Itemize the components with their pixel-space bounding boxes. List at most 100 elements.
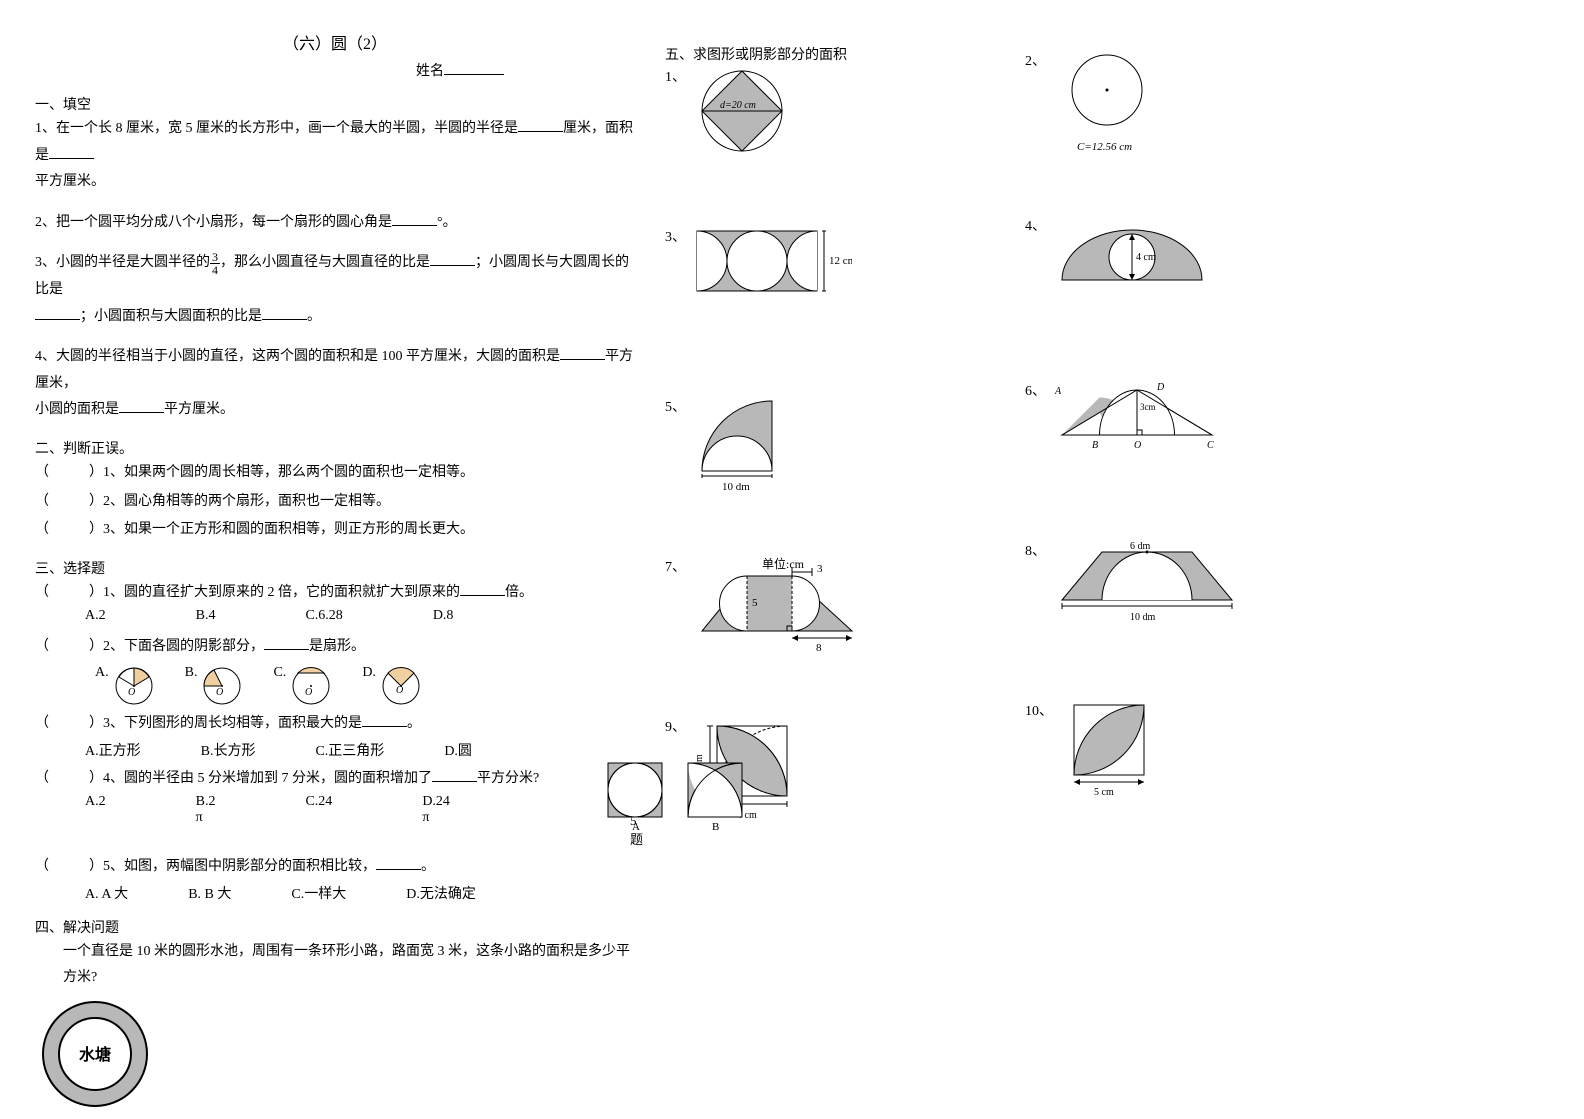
dim-label: 3 [817, 563, 823, 575]
name-label: 姓名 [416, 64, 444, 79]
fig-num: 4、 [1025, 215, 1046, 235]
fig-num: 10、 [1025, 700, 1053, 720]
blank[interactable] [460, 581, 505, 596]
fig-5-svg: 10 dm [692, 396, 822, 496]
s3-q5-a: ）5、如图，两幅图中阴影部分的面积相比较， [89, 859, 376, 874]
opt: A.2 [85, 794, 106, 848]
fig-4-svg: 4 cm [1052, 215, 1222, 295]
opt-label: B. [185, 665, 198, 681]
fig-6-svg: A D B O C 3cm [1052, 380, 1232, 460]
fig-2-svg: C=12.56 cm [1052, 50, 1172, 160]
dim-label: 12 cm [829, 255, 852, 267]
svg-text:O: O [128, 687, 135, 698]
s2-q2-text: ）2、圆心角相等的两个扇形，面积也一定相等。 [89, 494, 390, 509]
opt: B.2 π [196, 794, 216, 848]
sector-fig-b: O [201, 665, 243, 707]
s1-q4-d: 平方厘米。 [164, 402, 234, 417]
s1-q2-b: °。 [437, 215, 457, 230]
s2-q3: （）3、如果一个正方形和圆的面积相等，则正方形的周长更大。 [35, 517, 635, 544]
dim-label: 4 cm [1136, 252, 1156, 263]
pt-label: A [1054, 386, 1062, 397]
section-3-head: 三、选择题 [35, 558, 635, 578]
opt-label: D. [362, 665, 376, 681]
blank[interactable] [49, 144, 94, 159]
s3-q2-b: 是扇形。 [309, 639, 365, 654]
blank[interactable] [262, 305, 307, 320]
fig-1: 1、 d=20 cm [665, 66, 995, 166]
s1-q2: 2、把一个圆平均分成八个小扇形，每一个扇形的圆心角是°。 [35, 210, 635, 237]
s1-q3-d: ；小圆面积与大圆面积的比是 [80, 309, 262, 324]
fig-4: 4、 4 cm [1025, 215, 1355, 295]
frac-num: 3 [210, 251, 220, 264]
fig-8-svg: 6 dm 10 dm [1052, 540, 1252, 630]
s3-q1: （）1、圆的直径扩大到原来的 2 倍，它的面积就扩大到原来的倍。 [35, 580, 635, 607]
s3-q1-opts: A.2 B.4 C.6.28 D.8 [35, 608, 635, 624]
s1-q1-a: 1、在一个长 8 厘米，宽 5 厘米的长方形中，画一个最大的半圆，半圆的半径是 [35, 121, 518, 136]
pond-fig: 水塘 [35, 994, 155, 1114]
opt: C.6.28 [305, 608, 342, 624]
opt: C.24 [305, 794, 332, 848]
dim-label: 3cm [1140, 402, 1156, 412]
fig-10-svg: 5 cm [1059, 700, 1189, 810]
section-2-head: 二、判断正误。 [35, 438, 635, 458]
s3-q1-b: 倍。 [505, 585, 533, 600]
fig-num: 2、 [1025, 50, 1046, 70]
name-blank[interactable] [444, 60, 504, 75]
blank[interactable] [518, 117, 563, 132]
pt-label: O [1134, 440, 1141, 451]
dim-label: 5 [752, 597, 758, 609]
opt: A.正方形 [85, 740, 141, 760]
s3-q3-b: 。 [407, 716, 421, 731]
blank[interactable] [560, 345, 605, 360]
blank[interactable] [392, 211, 437, 226]
blank[interactable] [432, 767, 477, 782]
fig-num: 7、 [665, 556, 686, 576]
fig-7-svg: 单位:cm 5 3 8 [692, 556, 902, 656]
svg-text:O: O [216, 687, 223, 698]
pt-label: C [1207, 440, 1214, 451]
s3-q4-b: 平方分米? [477, 771, 539, 786]
opt: D.无法确定 [406, 883, 476, 903]
opt: B.4 [196, 608, 216, 624]
s2-q1-text: ）1、如果两个圆的周长相等，那么两个圆的面积也一定相等。 [89, 465, 474, 480]
fig-3: 3、 12 cm [665, 226, 995, 316]
fig-num: 6、 [1025, 380, 1046, 400]
s3-q1-a: ）1、圆的直径扩大到原来的 2 倍，它的面积就扩大到原来的 [89, 585, 460, 600]
fraction-3-4: 34 [210, 251, 220, 276]
dim-label: 5 cm [1094, 787, 1114, 798]
opt: D.24 π [422, 794, 450, 848]
s3-q2: （）2、下面各圆的阴影部分，是扇形。 [35, 634, 635, 661]
opt: C.正三角形 [315, 740, 384, 760]
left-column: （六）圆（2） 姓名 一、填空 1、在一个长 8 厘米，宽 5 厘米的长方形中，… [35, 30, 635, 1089]
svg-text:O: O [396, 685, 403, 696]
pt-label: B [1092, 440, 1098, 451]
blank[interactable] [376, 855, 421, 870]
fig-10: 10、 5 cm [1025, 700, 1355, 810]
dim-label: 8 [816, 642, 822, 654]
fig-num: 8、 [1025, 540, 1046, 560]
blank[interactable] [362, 712, 407, 727]
frac-den: 4 [210, 264, 220, 276]
sector-fig-d: O [380, 665, 422, 707]
worksheet-title: （六）圆（2） [35, 30, 635, 54]
sector-fig-a: O [113, 665, 155, 707]
dim-label: C=12.56 cm [1077, 141, 1132, 153]
fig-6: 6、 A D B O C 3cm [1025, 380, 1355, 460]
blank[interactable] [119, 398, 164, 413]
section-1-head: 一、填空 [35, 94, 635, 114]
opt: B. B 大 [188, 883, 231, 903]
blank[interactable] [264, 635, 309, 650]
pond-label: 水塘 [79, 1045, 111, 1064]
s1-q1-c: 平方厘米。 [35, 174, 105, 189]
fig-num: 1、 [665, 66, 686, 86]
fig-2: 2、 C=12.56 cm [1025, 50, 1355, 160]
blank[interactable] [430, 251, 475, 266]
s3-q5-b: 。 [421, 859, 435, 874]
sector-fig-c: O [290, 665, 332, 707]
mid-column: 五、求图形或阴影部分的面积 1、 d=20 cm 3、 12 cm 5、 10 … [665, 30, 995, 1089]
blank[interactable] [35, 305, 80, 320]
opt: D.8 [433, 608, 454, 624]
s2-q1: （）1、如果两个圆的周长相等，那么两个圆的面积也一定相等。 [35, 460, 635, 487]
dim-label: d=20 cm [720, 100, 756, 111]
dim-label: 10 dm [722, 481, 750, 493]
